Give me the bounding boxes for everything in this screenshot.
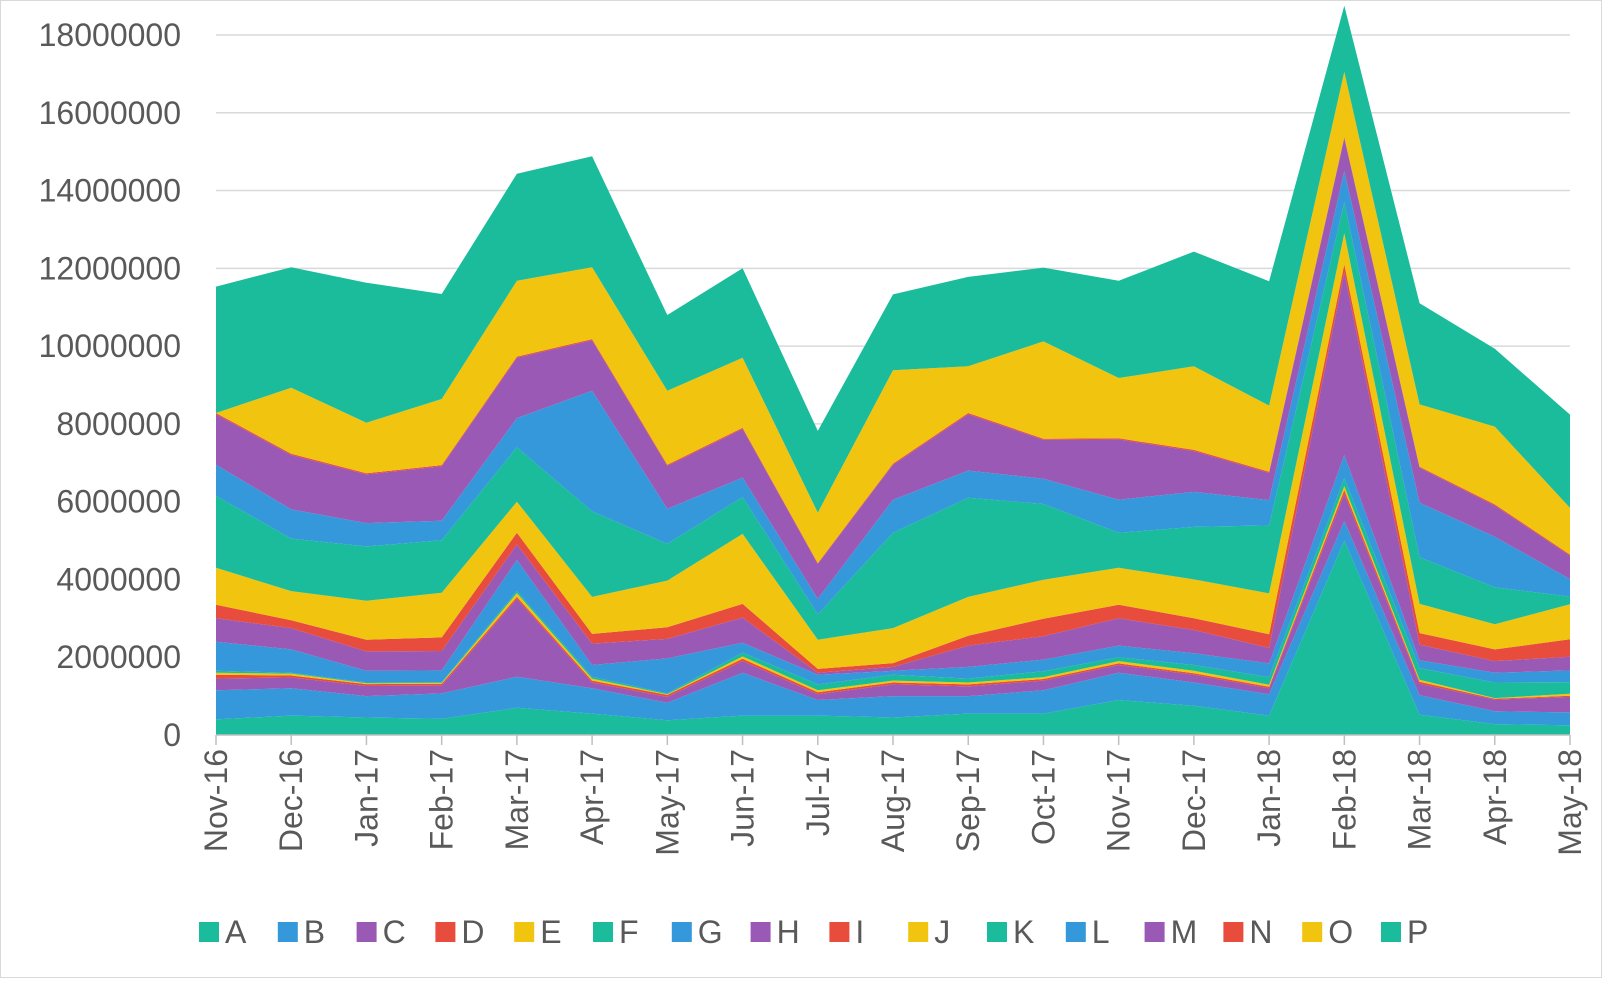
legend-swatch <box>277 922 298 942</box>
x-tick-label: Feb-17 <box>424 749 460 850</box>
x-tick-label: Jan-17 <box>348 749 384 847</box>
legend-label: J <box>934 914 950 950</box>
legend-swatch <box>514 922 535 942</box>
x-tick-label: Sep-17 <box>950 749 986 852</box>
legend-item-c: C <box>356 914 406 950</box>
legend-label: N <box>1249 914 1272 950</box>
legend-swatch <box>199 922 219 942</box>
legend-swatch <box>750 922 771 942</box>
area-series-o <box>216 71 1570 564</box>
x-tick-label: Apr-18 <box>1477 749 1513 845</box>
x-tick-label: Aug-17 <box>875 749 911 852</box>
legend-swatch <box>435 922 456 942</box>
x-axis-ticks: Nov-16 Dec-16 Jan-17 Feb-17 Mar-17 Apr-17 May-… <box>198 735 1588 856</box>
x-tick-label: Feb-18 <box>1326 749 1362 850</box>
legend-item-b: B <box>277 914 325 950</box>
legend-item-m: M <box>1144 914 1198 950</box>
x-tick-label: Dec-17 <box>1176 749 1212 852</box>
area-series-m <box>216 138 1570 599</box>
legend-item-p: P <box>1381 914 1428 950</box>
x-tick-label: Dec-16 <box>273 749 309 852</box>
series-areas <box>216 5 1570 735</box>
area-series-g <box>216 455 1570 694</box>
legend-item-d: D <box>435 914 485 950</box>
legend-swatch <box>908 922 929 942</box>
legend-swatch <box>1381 922 1401 942</box>
legend-item-j: J <box>908 914 950 950</box>
x-tick-label: Mar-18 <box>1402 749 1438 850</box>
x-tick-label: Nov-16 <box>198 749 234 852</box>
x-tick-label: May-17 <box>649 749 685 856</box>
legend-swatch <box>1302 922 1323 942</box>
legend-swatch <box>1223 922 1244 942</box>
y-tick-label: 2000000 <box>56 639 181 675</box>
legend-item-a: A <box>199 914 247 950</box>
x-tick-label: Jun-17 <box>725 749 761 847</box>
legend-item-f: F <box>593 914 639 950</box>
y-tick-label: 0 <box>163 717 181 753</box>
x-tick-label: Jan-18 <box>1251 749 1287 847</box>
legend-label: I <box>855 914 864 950</box>
area-series-p <box>216 5 1570 513</box>
legend-label: F <box>619 914 639 950</box>
y-tick-label: 12000000 <box>39 250 181 286</box>
legend-item-o: O <box>1302 914 1353 950</box>
legend-label: P <box>1407 914 1428 950</box>
legend-item-e: E <box>514 914 562 950</box>
x-tick-label: May-18 <box>1552 749 1588 856</box>
legend-label: M <box>1171 914 1198 950</box>
y-tick-label: 16000000 <box>39 95 181 131</box>
legend: A B C D E F G H I J K L M N O P <box>199 914 1428 950</box>
legend-swatch <box>829 922 850 942</box>
legend-label: L <box>1092 914 1110 950</box>
y-tick-label: 4000000 <box>56 561 181 597</box>
legend-label: G <box>698 914 723 950</box>
legend-item-i: I <box>829 914 864 950</box>
y-tick-label: 18000000 <box>39 17 181 53</box>
legend-swatch <box>671 922 692 942</box>
legend-label: K <box>1013 914 1034 950</box>
legend-swatch <box>356 922 377 942</box>
legend-swatch <box>1144 922 1165 942</box>
y-tick-label: 10000000 <box>39 328 181 364</box>
legend-swatch <box>1065 922 1086 942</box>
legend-swatch <box>593 922 613 942</box>
y-tick-label: 8000000 <box>56 406 181 442</box>
area-series-c <box>216 493 1570 713</box>
legend-label: O <box>1328 914 1353 950</box>
x-tick-label: Oct-17 <box>1025 749 1061 845</box>
y-tick-label: 14000000 <box>39 173 181 209</box>
area-series-j <box>216 233 1570 669</box>
x-tick-label: Mar-17 <box>499 749 535 850</box>
legend-swatch <box>987 922 1007 942</box>
legend-label: D <box>461 914 484 950</box>
legend-item-n: N <box>1223 914 1273 950</box>
legend-item-k: K <box>987 914 1034 950</box>
x-tick-label: Apr-17 <box>574 749 610 845</box>
legend-label: C <box>383 914 406 950</box>
x-tick-label: Jul-17 <box>800 749 836 836</box>
area-series-l <box>216 171 1570 615</box>
legend-label: E <box>540 914 561 950</box>
legend-item-l: L <box>1065 914 1110 950</box>
area-series-k <box>216 202 1570 640</box>
y-axis-ticks: 0 2000000 4000000 6000000 8000000 10000000 120… <box>39 17 181 753</box>
legend-label: H <box>777 914 800 950</box>
legend-label: A <box>225 914 247 950</box>
x-tick-label: Nov-17 <box>1101 749 1137 852</box>
legend-label: B <box>304 914 325 950</box>
area-series-b <box>216 521 1570 726</box>
area-series-f <box>216 478 1570 699</box>
y-tick-label: 6000000 <box>56 484 181 520</box>
legend-item-h: H <box>750 914 800 950</box>
legend-item-g: G <box>671 914 723 950</box>
